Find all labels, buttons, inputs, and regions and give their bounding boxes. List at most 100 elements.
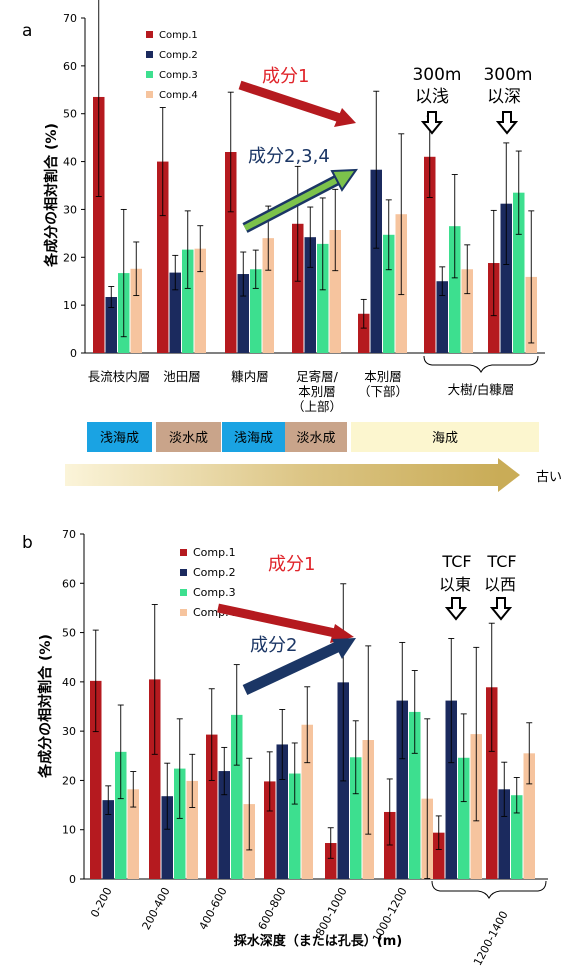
y-tick-label: 70 [63,12,77,25]
error-bar [164,762,171,830]
x-category-label: （下部） [358,384,408,399]
y-tick-label: 60 [63,60,77,73]
error-bar [92,629,99,733]
bar-comp2 [102,800,114,879]
bar-comp3 [174,768,186,879]
bar-comp4 [461,269,473,353]
error-bar [340,583,347,782]
legend-swatch [180,549,187,556]
panel-a-bars [93,0,537,353]
bar-comp3 [115,751,127,879]
bar-comp2 [370,169,382,353]
x-category-label: 本別層 [298,384,336,399]
y-tick-label: 20 [63,251,77,264]
legend-label: Comp.1 [193,546,236,559]
error-bar [464,244,471,295]
error-bar [332,188,339,272]
environment-box [285,422,347,452]
error-bar [208,688,215,781]
error-bar [227,91,234,213]
error-bar [95,0,102,197]
panel-b-down-arrow-icon [444,597,468,621]
environment-label: 浅海成 [100,431,139,446]
error-bar [291,742,298,805]
error-bar [327,827,334,859]
panel-b-red-arrow [217,603,354,643]
panel-a-time-arrow [65,458,520,492]
error-bar [528,210,535,344]
error-bar [398,133,405,296]
bar-comp3 [182,249,194,353]
x-category-label: 800-1000 [313,885,349,938]
error-bar [221,746,228,796]
bar-comp3 [458,757,470,879]
bar-comp3 [231,714,243,879]
error-bar [176,718,183,819]
bar-comp1 [264,781,276,879]
bar-comp2 [105,297,117,353]
environment-box [222,422,285,452]
panel-a-arrow-label-1: 成分1 [262,66,309,87]
legend-swatch [146,31,153,38]
bar-comp4 [194,248,206,353]
y-tick-label: 30 [62,725,76,738]
bar-comp2 [276,744,288,879]
panel-b-tcf-label-1-line1: TCF [441,552,471,571]
bar-comp4 [127,789,139,879]
panel-a-depth-label-2-line1: 300m [483,65,532,85]
error-bar [304,686,311,764]
y-tick-label: 50 [63,108,77,121]
bar-comp2 [436,281,448,353]
error-bar [460,713,467,803]
error-bar [526,722,533,785]
bar-comp4 [262,238,274,353]
error-bar [503,142,510,265]
error-bar [184,210,191,289]
legend-label: Comp.4 [159,90,198,101]
panel-b-tcf-label-2-line1: TCF [486,552,516,571]
y-tick-label: 30 [63,203,77,216]
bar-comp1 [157,161,169,353]
error-bar [105,785,112,815]
panel-a-legend: Comp.1 Comp.2 Comp.3 Comp.4 [146,30,198,101]
bar-comp2 [237,274,249,353]
x-category-label: 600-800 [256,885,289,932]
bar-comp4 [130,268,142,353]
panel-b-arrow-label-1: 成分1 [268,554,315,575]
error-bar [435,815,442,850]
environment-label: 淡水成 [169,431,208,446]
bar-comp3 [250,269,262,353]
error-bar [448,638,455,764]
x-category-label: 200-400 [140,885,173,932]
legend-label: Comp.3 [193,586,236,599]
bar-comp1 [433,832,445,879]
error-bar [319,197,326,291]
x-category-label: 糠内層 [231,369,269,384]
legend-label: Comp.2 [193,566,236,579]
environment-box [87,422,152,452]
legend-label: Comp.1 [159,30,198,41]
error-bar [233,664,240,766]
error-bar [294,165,301,282]
error-bar [108,286,115,308]
error-bar [279,709,286,780]
bar-comp4 [523,753,535,879]
error-bar [130,771,137,808]
error-bar [172,254,179,291]
error-bar [252,249,259,289]
error-bar [439,266,446,297]
bar-comp1 [486,687,498,879]
error-bar [197,225,204,273]
y-tick-label: 50 [62,627,76,640]
error-bar [120,208,127,338]
bar-comp1 [225,152,237,353]
environment-label: 淡水成 [296,431,335,446]
error-bar [451,174,458,279]
y-tick-label: 0 [70,347,77,360]
bar-comp3 [317,243,329,353]
bar-comp2 [169,272,181,353]
bar-comp1 [384,811,396,879]
error-bar [513,777,520,814]
bar-comp2 [500,203,512,353]
